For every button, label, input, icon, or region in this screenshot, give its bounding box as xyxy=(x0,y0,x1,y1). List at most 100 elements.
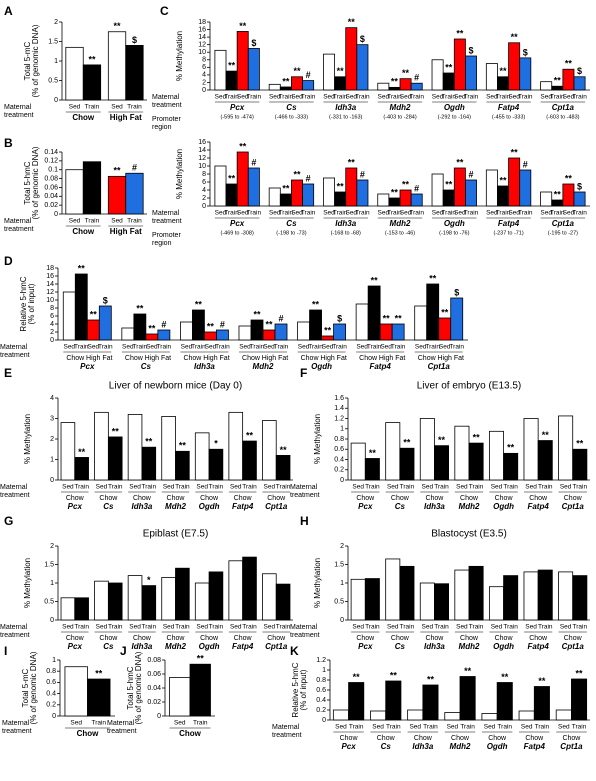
bar xyxy=(323,177,335,207)
row-label: Promoter xyxy=(152,232,181,239)
group-label: Pcx xyxy=(230,219,245,228)
bar xyxy=(385,558,401,621)
bar xyxy=(540,191,553,207)
bar xyxy=(247,48,260,91)
bar xyxy=(419,582,435,621)
group-label: Mdh2 xyxy=(390,103,411,112)
bar-label: Train xyxy=(247,210,262,217)
y-axis-label: (% of genomic DNA) xyxy=(134,651,143,724)
bar xyxy=(107,436,123,481)
bar-label: Train xyxy=(108,484,123,491)
group-label: Idh3a xyxy=(424,642,445,651)
bar xyxy=(555,709,572,721)
significance: ** xyxy=(391,187,399,197)
bar-label: Sed xyxy=(111,104,123,111)
group-label: Ogdh xyxy=(493,502,514,511)
bar-label: Sed xyxy=(400,94,412,101)
bar xyxy=(465,55,477,91)
group-label: Cs xyxy=(395,502,406,511)
row-label: region xyxy=(152,124,172,131)
bar-label: Train xyxy=(538,484,553,491)
y-tick-label: 0.6 xyxy=(46,679,56,686)
y-axis-label: (% of genomic DNA) xyxy=(31,24,40,97)
significance: ** xyxy=(78,263,86,273)
group-label: Ogdh xyxy=(444,103,465,112)
bar-label: Sed xyxy=(163,484,175,491)
diet-label: Chow xyxy=(167,635,186,642)
significance: ** xyxy=(88,54,96,64)
row-label: treatment xyxy=(4,112,34,119)
bar-label: Sed xyxy=(237,210,249,217)
group-label: Mdh2 xyxy=(253,362,274,371)
bar xyxy=(453,38,466,91)
bar xyxy=(127,413,143,481)
significance: ** xyxy=(511,147,519,157)
diet-label: Chow xyxy=(200,635,219,642)
y-tick-label: 4 xyxy=(50,395,54,402)
bar-label: Sed xyxy=(62,484,74,491)
bar-label: Sed xyxy=(298,344,310,351)
bar xyxy=(399,189,412,207)
y-tick-label: 0.5 xyxy=(334,598,344,605)
bar-label: Train xyxy=(98,344,113,351)
bar-label: Sed xyxy=(525,484,537,491)
bar-label: Sed xyxy=(323,94,335,101)
diet-label: Chow xyxy=(99,495,118,502)
bar xyxy=(377,193,390,207)
bar-label: Train xyxy=(365,484,380,491)
bar-label: Train xyxy=(74,344,89,351)
group-label: Cs xyxy=(103,502,114,511)
bar xyxy=(350,442,366,481)
bar xyxy=(434,583,450,621)
bar-label: Sed xyxy=(345,94,357,101)
row-label: treatment xyxy=(0,492,30,499)
y-tick-label: 12 xyxy=(46,289,54,296)
diet-label: Chow xyxy=(425,635,444,642)
y-tick-label: 0.04 xyxy=(44,193,58,200)
region-label: (-153 to -46) xyxy=(385,230,415,236)
bar xyxy=(442,72,455,91)
diet-label: Chow xyxy=(234,635,253,642)
group-label: Fatp4 xyxy=(524,742,546,751)
panel-letter: G xyxy=(4,514,13,528)
bar xyxy=(444,712,461,721)
bar-label: Train xyxy=(215,344,230,351)
row-label: Maternal xyxy=(2,720,30,727)
bar-label: Sed xyxy=(96,624,108,631)
bar-label: Train xyxy=(391,344,406,351)
bar xyxy=(169,677,191,717)
bar-label: Sed xyxy=(563,210,575,217)
bar xyxy=(161,416,176,481)
y-tick-label: 16 xyxy=(198,139,206,146)
significance: ** xyxy=(312,299,320,309)
row-label: treatment xyxy=(4,226,34,233)
row-label: Maternal xyxy=(0,484,28,491)
diet-label: Chow xyxy=(564,495,583,502)
bar-label: Train xyxy=(409,210,424,217)
bar-label: Train xyxy=(572,724,587,731)
group-label: Pcx xyxy=(80,362,95,371)
bar xyxy=(345,27,358,91)
significance: # xyxy=(306,70,311,80)
bar-label: Train xyxy=(550,210,565,217)
diet-label: High Fat xyxy=(203,355,230,362)
bar-label: Train xyxy=(400,624,415,631)
bar-label: Train xyxy=(518,94,533,101)
region-label: (-168 to -68) xyxy=(331,230,361,236)
y-tick-label: 2 xyxy=(50,436,54,443)
bar-label: Sed xyxy=(484,724,496,731)
significance: ** xyxy=(179,441,187,451)
row-label: Maternal xyxy=(0,624,28,631)
y-tick-label: 1.5 xyxy=(334,561,344,568)
bar xyxy=(74,457,89,481)
bar-label: Train xyxy=(224,94,239,101)
bar xyxy=(364,578,380,621)
bar xyxy=(214,165,227,207)
bar xyxy=(356,179,369,207)
bar-label: Sed xyxy=(432,94,444,101)
bar xyxy=(356,44,369,91)
diet-label: Chow xyxy=(301,355,320,362)
bar xyxy=(459,676,476,721)
bar-label: Train xyxy=(142,484,157,491)
bar-label: Train xyxy=(276,624,291,631)
